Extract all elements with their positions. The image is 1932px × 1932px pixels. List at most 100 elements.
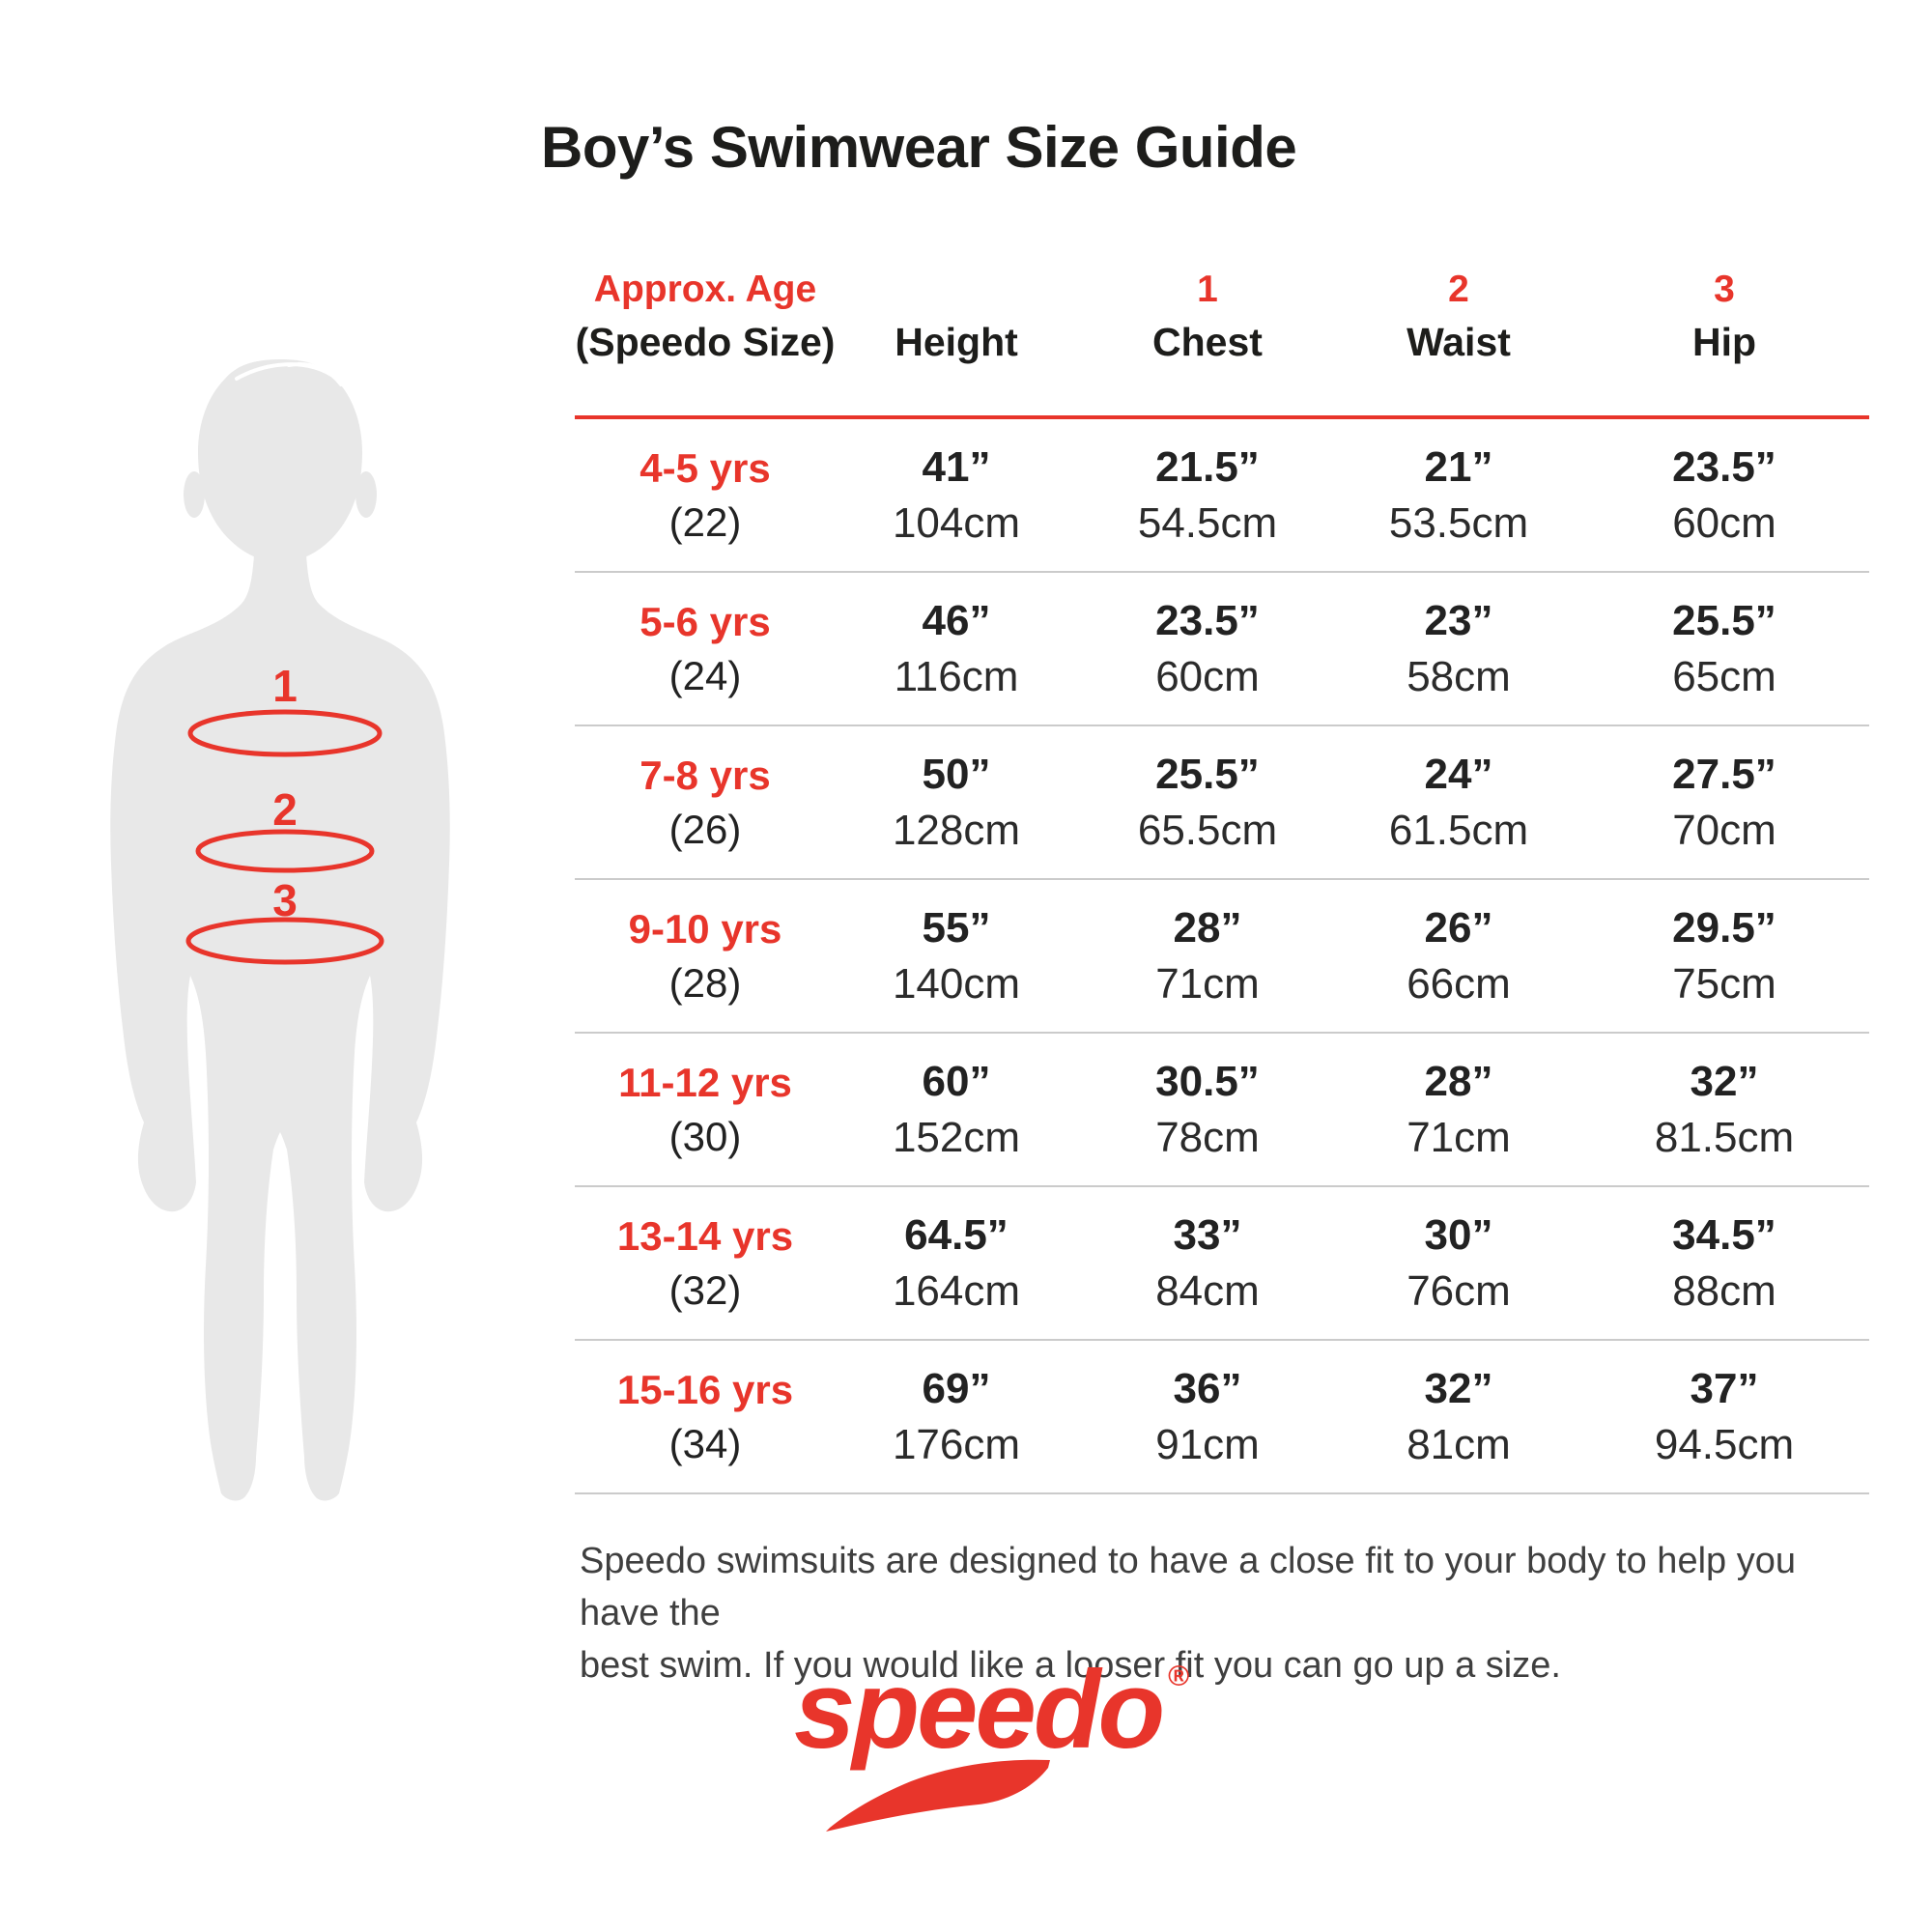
waist-inches: 24” xyxy=(1424,751,1493,799)
header-age-column: Approx. Age (Speedo Size) xyxy=(575,263,836,365)
age-cell: 5-6 yrs (24) xyxy=(575,573,836,724)
height-inches: 50” xyxy=(922,751,991,799)
header-age-line1: Approx. Age xyxy=(593,269,817,310)
speedo-swoosh-icon xyxy=(826,1759,1050,1832)
size-table-row: 9-10 yrs (28) 55” 140cm 28” 71cm 26” 66cm 29.5” 7… xyxy=(575,880,1869,1034)
height-cm: 128cm xyxy=(892,806,1021,854)
waist-cm: 76cm xyxy=(1406,1266,1511,1315)
waist-inches: 32” xyxy=(1424,1365,1493,1413)
height-inches: 41” xyxy=(922,443,991,492)
chest-inches: 21.5” xyxy=(1155,443,1260,492)
waist-cell: 32” 81cm xyxy=(1338,1341,1579,1492)
age-label: 11-12 yrs xyxy=(618,1060,792,1106)
hip-cell: 29.5” 75cm xyxy=(1579,880,1869,1032)
height-inches: 64.5” xyxy=(904,1211,1009,1260)
waist-cm: 53.5cm xyxy=(1388,498,1529,547)
size-table-row: 11-12 yrs (30) 60” 152cm 30.5” 78cm 28” 71cm 32”… xyxy=(575,1034,1869,1187)
height-cell: 46” 116cm xyxy=(836,573,1077,724)
table-body: 4-5 yrs (22) 41” 104cm 21.5” 54.5cm 21” 53.5cm 2… xyxy=(575,419,1869,1494)
header-hip-number: 3 xyxy=(1714,269,1735,310)
marker-3: 3 xyxy=(272,875,298,925)
header-hip-label: Hip xyxy=(1691,320,1757,364)
chest-measure-ellipse xyxy=(187,709,383,757)
height-cm: 176cm xyxy=(892,1420,1021,1468)
height-inches: 69” xyxy=(922,1365,991,1413)
registered-trademark-symbol: ® xyxy=(1168,1661,1190,1692)
hip-inches: 29.5” xyxy=(1672,904,1776,952)
size-table-row: 4-5 yrs (22) 41” 104cm 21.5” 54.5cm 21” 53.5cm 2… xyxy=(575,419,1869,573)
fit-note: Speedo swimsuits are designed to have a … xyxy=(580,1536,1855,1692)
hip-cm: 94.5cm xyxy=(1654,1420,1795,1468)
chest-cm: 78cm xyxy=(1155,1113,1260,1161)
header-hip-column: 3 Hip xyxy=(1579,263,1869,365)
header-height-column: Height xyxy=(836,263,1077,365)
chest-cm: 65.5cm xyxy=(1137,806,1278,854)
waist-cell: 30” 76cm xyxy=(1338,1187,1579,1339)
header-age-line2: (Speedo Size) xyxy=(575,320,836,364)
hip-cell: 23.5” 60cm xyxy=(1579,419,1869,571)
size-label: (32) xyxy=(668,1266,742,1313)
hip-cm: 60cm xyxy=(1672,498,1776,547)
hip-cell: 25.5” 65cm xyxy=(1579,573,1869,724)
hip-cm: 75cm xyxy=(1672,959,1776,1008)
marker-1: 1 xyxy=(272,661,298,711)
header-waist-label: Waist xyxy=(1406,320,1511,364)
hip-cell: 34.5” 88cm xyxy=(1579,1187,1869,1339)
size-label: (24) xyxy=(668,652,742,698)
waist-cell: 23” 58cm xyxy=(1338,573,1579,724)
size-label: (22) xyxy=(668,498,742,545)
height-cm: 116cm xyxy=(894,652,1019,700)
age-cell: 4-5 yrs (22) xyxy=(575,419,836,571)
boy-silhouette xyxy=(110,359,450,1501)
chest-cm: 71cm xyxy=(1155,959,1260,1008)
size-label: (26) xyxy=(668,806,742,852)
hip-cm: 65cm xyxy=(1672,652,1776,700)
age-label: 7-8 yrs xyxy=(639,753,771,799)
age-cell: 7-8 yrs (26) xyxy=(575,726,836,878)
chest-inches: 30.5” xyxy=(1155,1058,1260,1106)
waist-cell: 24” 61.5cm xyxy=(1338,726,1579,878)
size-table-row: 13-14 yrs (32) 64.5” 164cm 33” 84cm 30” 76cm 34.… xyxy=(575,1187,1869,1341)
waist-inches: 30” xyxy=(1424,1211,1493,1260)
hair-strand-lines xyxy=(235,362,343,386)
hip-inches: 25.5” xyxy=(1672,597,1776,645)
table-header-row: Approx. Age (Speedo Size) Height 1 Chest… xyxy=(575,263,1869,365)
hip-inches: 37” xyxy=(1690,1365,1759,1413)
height-cell: 60” 152cm xyxy=(836,1034,1077,1185)
hip-cell: 37” 94.5cm xyxy=(1579,1341,1869,1492)
age-label: 13-14 yrs xyxy=(616,1213,794,1260)
measurement-ellipses xyxy=(185,709,384,965)
hip-inches: 23.5” xyxy=(1672,443,1776,492)
chest-cm: 54.5cm xyxy=(1137,498,1278,547)
chest-cell: 33” 84cm xyxy=(1077,1187,1338,1339)
hip-cell: 27.5” 70cm xyxy=(1579,726,1869,878)
height-cm: 152cm xyxy=(892,1113,1021,1161)
waist-cm: 71cm xyxy=(1406,1113,1511,1161)
chest-inches: 33” xyxy=(1173,1211,1242,1260)
height-cell: 55” 140cm xyxy=(836,880,1077,1032)
age-cell: 15-16 yrs (34) xyxy=(575,1341,836,1492)
chest-cell: 23.5” 60cm xyxy=(1077,573,1338,724)
waist-inches: 26” xyxy=(1424,904,1493,952)
chest-cm: 84cm xyxy=(1155,1266,1260,1315)
height-cell: 69” 176cm xyxy=(836,1341,1077,1492)
waist-cm: 81cm xyxy=(1406,1420,1511,1468)
hip-inches: 34.5” xyxy=(1672,1211,1776,1260)
hip-inches: 32” xyxy=(1690,1058,1759,1106)
age-cell: 9-10 yrs (28) xyxy=(575,880,836,1032)
chest-cm: 60cm xyxy=(1155,652,1260,700)
hip-cell: 32” 81.5cm xyxy=(1579,1034,1869,1185)
header-chest-column: 1 Chest xyxy=(1077,263,1338,365)
hip-measure-ellipse xyxy=(185,917,384,965)
height-inches: 46” xyxy=(922,597,991,645)
fit-note-line-2: best swim. If you would like a looser fi… xyxy=(580,1644,1561,1686)
age-cell: 11-12 yrs (30) xyxy=(575,1034,836,1185)
waist-measure-ellipse xyxy=(195,829,375,873)
waist-cell: 28” 71cm xyxy=(1338,1034,1579,1185)
header-waist-column: 2 Waist xyxy=(1338,263,1579,365)
speedo-wordmark-text: speedo xyxy=(794,1649,1165,1772)
hip-cm: 88cm xyxy=(1672,1266,1776,1315)
waist-cell: 26” 66cm xyxy=(1338,880,1579,1032)
height-cell: 41” 104cm xyxy=(836,419,1077,571)
chest-inches: 25.5” xyxy=(1155,751,1260,799)
